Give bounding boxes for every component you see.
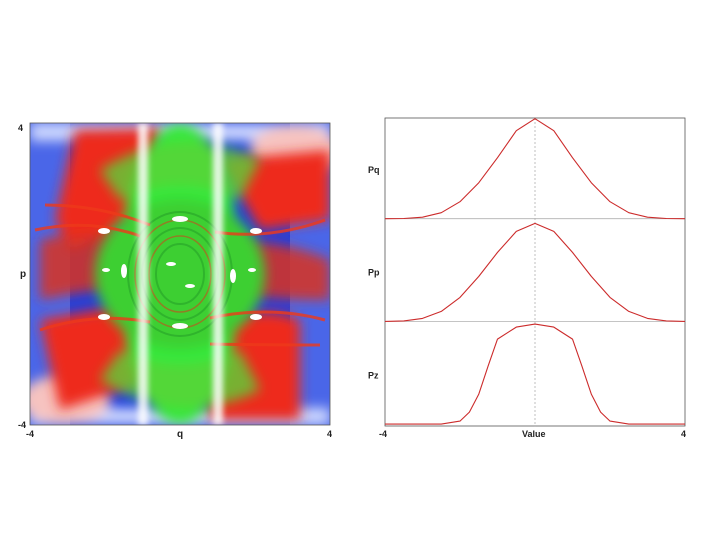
series-line-pz	[385, 323, 685, 425]
map-y-axis-label: p	[20, 269, 26, 280]
panel-label-pq: Pq	[368, 165, 380, 175]
map-x-tick-left: -4	[26, 429, 34, 439]
distribution-chart: Pq Pp Pz -4 4 Value	[368, 117, 686, 439]
map-x-tick-right: 4	[327, 429, 332, 439]
series-line-pp	[384, 222, 686, 322]
map-y-tick-bottom: -4	[18, 420, 26, 430]
map-x-axis-label: q	[177, 429, 183, 440]
series-line-pq	[384, 118, 686, 220]
panel-label-pp: Pp	[368, 268, 380, 278]
phase-space-image	[30, 123, 330, 425]
map-y-tick-top: 4	[18, 123, 23, 133]
distribution-x-tick-right: 4	[681, 429, 686, 439]
distribution-x-axis-label: Value	[522, 429, 546, 439]
panel-label-pz: Pz	[368, 370, 379, 380]
map-frame	[29, 122, 331, 426]
distribution-x-tick-left: -4	[379, 429, 387, 439]
phase-space-map: 4 -4 p -4 4 q	[18, 122, 332, 440]
